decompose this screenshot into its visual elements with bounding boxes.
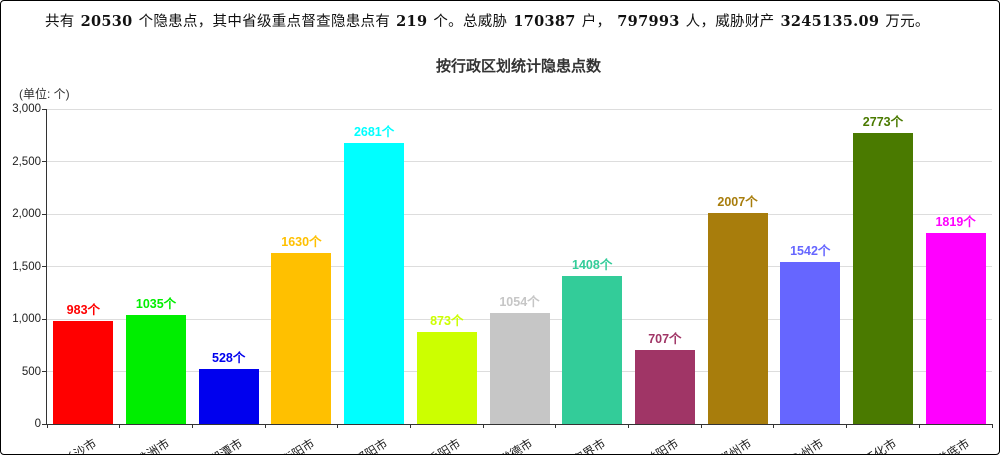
x-axis-label: 邵阳市 [352,436,391,455]
bar-value-label: 707个 [648,331,682,346]
x-axis-label: 永州市 [788,436,827,455]
x-axis-label: 益阳市 [643,436,681,455]
y-axis-tick-label: 2,000 [12,208,41,220]
summary-segment: 797993 [617,13,680,30]
x-axis-label: 常德市 [497,436,536,455]
bar-永州市[interactable] [780,262,841,424]
summary-segment: 3245135.09 [780,13,880,30]
bar-常德市[interactable] [489,313,550,424]
bar-衡阳市[interactable] [271,252,332,424]
unit-label: (单位: 个) [19,87,70,101]
bar-value-label: 1819个 [935,215,976,230]
x-axis-tick [482,424,484,428]
bar-value-label: 1035个 [135,297,177,312]
summary-segment: 万元。 [885,14,930,30]
summary-text: 共有 20530 个隐患点，其中省级重点督查隐患点有 219 个。总威胁 170387 户，… [45,10,989,31]
x-axis-tick [337,424,339,428]
bar-张家界市[interactable] [562,276,623,424]
bar-怀化市[interactable] [852,132,913,424]
y-axis-tick [42,423,47,425]
bar-value-label: 873个 [430,314,464,329]
y-axis-tick-label: 2,500 [12,155,41,168]
summary-segment: 20530 [80,13,133,30]
bar-value-label: 1408个 [572,258,613,273]
bar-长沙市[interactable] [53,320,114,424]
y-axis-tick [42,371,47,372]
summary-segment: 219 [396,13,428,30]
bar-value-label: 1542个 [790,244,831,259]
x-axis-label: 岳阳市 [425,436,463,455]
x-axis-label: 湘潭市 [206,436,245,455]
bar-chart-plot: 0 500 1,000 1,500 2,000 2,500 3,000 983个长沙市 1035… [12,103,993,454]
bar-value-label: 2007个 [717,195,758,210]
y-axis-tick-label: 3,000 [12,103,41,115]
gridline [47,213,992,215]
x-axis-label: 娄底市 [933,436,972,455]
y-axis-tick [42,318,47,320]
chart-title: 按行政区划统计隐患点数 [435,58,601,75]
bar-value-label: 983个 [66,302,101,317]
gridline [47,161,992,162]
y-axis-tick-label: 500 [21,365,41,378]
x-axis-tick [991,424,993,428]
summary-segment: 共有 [45,14,75,30]
bar-value-label: 1054个 [499,295,540,310]
x-axis-tick [409,424,411,428]
x-axis-tick [191,424,193,428]
y-axis-tick [42,108,47,110]
y-axis-tick-label: 1,500 [12,260,41,273]
bar-value-label: 1630个 [281,234,322,249]
summary-segment: 170387 [513,13,576,30]
bar-益阳市[interactable] [634,349,695,424]
bar-郴州市[interactable] [707,213,768,424]
summary-segment: 户， [581,14,612,30]
x-axis-label: 郴州市 [715,436,754,455]
bar-邵阳市[interactable] [344,142,405,424]
bar-value-label: 2773个 [862,114,904,129]
x-axis-tick [700,424,702,428]
x-axis-label: 衡阳市 [279,436,318,455]
x-axis-tick [264,424,266,428]
x-axis-label: 张家界市 [560,436,609,455]
x-axis-tick [119,424,121,428]
y-axis-tick-label: 0 [34,418,41,430]
x-axis-label: 怀化市 [861,436,900,455]
y-axis-tick [42,266,47,267]
bar-娄底市[interactable] [925,233,986,424]
y-axis-tick-label: 1,000 [12,313,41,325]
bar-value-label: 2681个 [353,124,395,139]
x-axis-label: 长沙市 [61,436,100,455]
x-axis-label: 株洲市 [134,436,173,455]
y-axis-tick [42,213,47,215]
bar-value-label: 528个 [212,350,246,365]
bar-湘潭市[interactable] [198,368,259,424]
x-axis-tick [628,424,630,428]
summary-segment: 个。总威胁 [433,14,508,30]
bar-株洲市[interactable] [126,315,187,424]
summary-segment: 人，威胁财产 [685,14,775,30]
x-axis-tick [918,424,920,428]
gridline [47,266,992,267]
bar-岳阳市[interactable] [416,332,477,424]
gridline [47,108,992,110]
summary-segment: 个隐患点，其中省级重点督查隐患点有 [138,14,391,30]
x-axis-tick [555,424,557,428]
x-axis-tick [846,424,848,428]
x-axis-tick [773,424,775,428]
x-axis-tick [46,424,48,428]
y-axis-tick [42,161,47,162]
